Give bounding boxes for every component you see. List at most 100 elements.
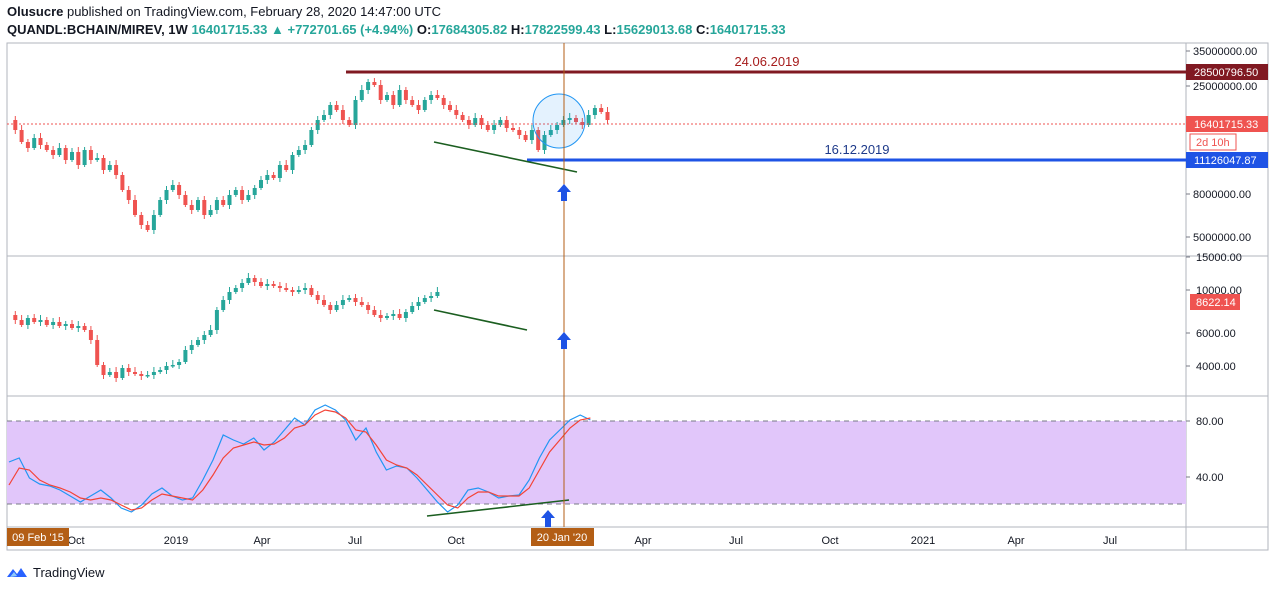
candle-body bbox=[101, 158, 106, 170]
rsi-tick-80: 80.00 bbox=[1196, 416, 1224, 428]
highlight-circle bbox=[532, 93, 586, 149]
main-up-arrow-icon bbox=[557, 184, 571, 201]
rsi-signal-line bbox=[8, 409, 591, 511]
low-value: 15629013.68 bbox=[616, 22, 693, 37]
symbol-name[interactable]: QUANDL:BCHAIN/MIREV, 1W bbox=[7, 22, 188, 37]
candle-body bbox=[32, 318, 37, 322]
candle-body bbox=[183, 350, 188, 362]
candle-body bbox=[359, 90, 364, 100]
candle-body bbox=[208, 210, 213, 215]
candle-body bbox=[277, 165, 282, 178]
candle-body bbox=[25, 318, 30, 325]
candle-body bbox=[158, 370, 163, 372]
candle-body bbox=[164, 190, 169, 200]
candle-body bbox=[592, 108, 597, 115]
candle-body bbox=[485, 125, 490, 130]
main-divergence-line bbox=[433, 141, 578, 173]
candle-body bbox=[95, 340, 100, 365]
candle-body bbox=[334, 105, 339, 110]
time-label: Apr bbox=[1007, 535, 1024, 547]
rsi-tick-40: 40.00 bbox=[1196, 472, 1224, 484]
candle-body bbox=[315, 295, 320, 300]
candle-body bbox=[221, 200, 226, 205]
candle-body bbox=[126, 190, 131, 200]
candle-body bbox=[158, 200, 163, 215]
low-label: L: bbox=[604, 22, 617, 37]
mid-last-price-text: 8622.14 bbox=[1196, 297, 1236, 309]
countdown-text: 2d 10h bbox=[1196, 137, 1230, 149]
candle-body bbox=[221, 300, 226, 310]
candle-body bbox=[517, 130, 522, 135]
candle-body bbox=[82, 326, 87, 330]
candle-body bbox=[214, 200, 219, 210]
time-axis: Oct 2019 Apr Jul Oct Apr Jul Oct 2021 Ap… bbox=[67, 535, 1117, 547]
candle-body bbox=[38, 320, 43, 322]
candle-body bbox=[473, 118, 478, 125]
candle-body bbox=[567, 118, 572, 120]
candle-body bbox=[347, 298, 352, 300]
candle-body bbox=[145, 375, 150, 377]
candle-body bbox=[529, 130, 534, 140]
candle-body bbox=[599, 108, 604, 112]
candle-body bbox=[133, 372, 137, 374]
candle-body bbox=[385, 95, 389, 100]
candle-body bbox=[13, 120, 18, 130]
candle-body bbox=[391, 95, 396, 105]
candle-body bbox=[271, 175, 276, 178]
candle-body bbox=[240, 190, 245, 200]
candle-body bbox=[359, 302, 364, 305]
candle-body bbox=[88, 150, 93, 160]
open-value: 17684305.82 bbox=[431, 22, 508, 37]
candle-body bbox=[347, 120, 352, 125]
candle-body bbox=[410, 100, 415, 105]
candle-body bbox=[170, 365, 175, 367]
candle-body bbox=[296, 150, 301, 155]
candle-body bbox=[101, 365, 106, 375]
time-label: Oct bbox=[67, 535, 84, 547]
main-candles bbox=[13, 78, 610, 234]
candle-body bbox=[422, 100, 427, 110]
candle-body bbox=[252, 278, 257, 282]
candle-body bbox=[441, 98, 446, 105]
candle-body bbox=[548, 130, 553, 135]
candle-body bbox=[340, 110, 345, 120]
candle-body bbox=[479, 118, 484, 125]
candle-body bbox=[139, 215, 144, 225]
candle-body bbox=[555, 125, 560, 130]
candle-body bbox=[416, 105, 421, 110]
footer-brand[interactable]: TradingView bbox=[6, 562, 105, 582]
mid-tick-3: 6000.00 bbox=[1196, 328, 1236, 340]
candle-body bbox=[107, 372, 112, 375]
chart-header: Olusucre published on TradingView.com, F… bbox=[0, 0, 1274, 40]
candle-body bbox=[328, 305, 333, 310]
candle-body bbox=[574, 118, 578, 122]
support-label: 16.12.2019 bbox=[824, 142, 889, 157]
candle-body bbox=[265, 284, 270, 286]
candle-body bbox=[303, 145, 308, 150]
candle-body bbox=[151, 372, 156, 375]
candle-body bbox=[523, 135, 528, 140]
cursor-date-badge bbox=[531, 528, 594, 546]
candle-body bbox=[366, 305, 371, 310]
candle-body bbox=[340, 300, 345, 305]
mid-tick-4: 4000.00 bbox=[1196, 361, 1236, 373]
candle-body bbox=[25, 142, 30, 148]
candle-body bbox=[284, 165, 289, 170]
candle-body bbox=[233, 288, 238, 292]
candle-body bbox=[63, 148, 68, 160]
candle-body bbox=[246, 195, 251, 200]
time-label: Jul bbox=[348, 535, 362, 547]
start-date-badge bbox=[7, 528, 69, 546]
candle-body bbox=[391, 314, 396, 316]
candle-body bbox=[429, 296, 434, 298]
candle-body bbox=[403, 90, 408, 100]
candle-body bbox=[88, 330, 93, 340]
publisher-name[interactable]: Olusucre bbox=[7, 4, 64, 19]
publish-date: published on TradingView.com, February 2… bbox=[63, 4, 442, 19]
candle-body bbox=[511, 128, 515, 130]
candle-body bbox=[51, 322, 56, 325]
price-chart[interactable]: 24.06.2019 16.12.2019 35000000.00 250000… bbox=[0, 40, 1274, 555]
candle-body bbox=[139, 374, 144, 376]
time-label: 2019 bbox=[164, 535, 188, 547]
mid-up-arrow-icon bbox=[557, 332, 571, 349]
